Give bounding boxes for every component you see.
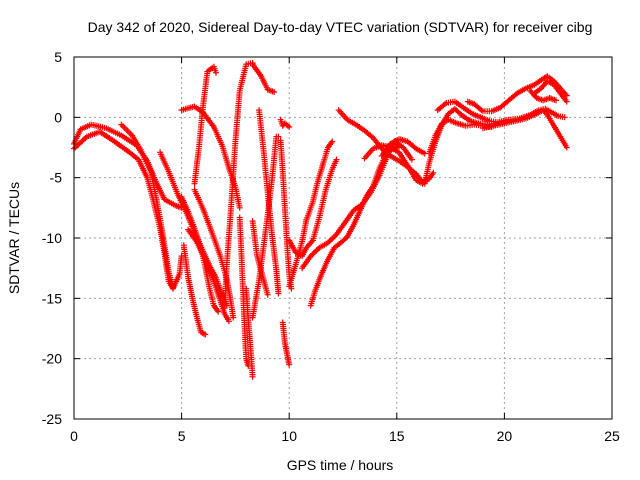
series-track-13 bbox=[249, 61, 278, 95]
data-markers bbox=[479, 107, 570, 151]
data-markers bbox=[256, 107, 282, 297]
chart-title: Day 342 of 2020, Sidereal Day-to-day VTE… bbox=[88, 19, 593, 35]
data-markers bbox=[180, 242, 209, 338]
data-markers bbox=[118, 121, 176, 291]
series-track-31 bbox=[479, 107, 570, 151]
series-track-6 bbox=[178, 103, 243, 211]
series-track-19 bbox=[277, 116, 293, 130]
x-tick-label: 0 bbox=[70, 428, 78, 444]
x-axis-label: GPS time / hours bbox=[287, 457, 394, 473]
y-tick-label: -20 bbox=[42, 351, 62, 367]
y-tick-label: 5 bbox=[54, 49, 62, 65]
data-markers bbox=[178, 103, 243, 211]
series-track-27 bbox=[378, 136, 428, 159]
series-track-22 bbox=[286, 156, 340, 260]
y-axis-label: SDTVAR / TECUs bbox=[6, 182, 22, 294]
data-markers bbox=[243, 285, 256, 380]
data-markers bbox=[221, 60, 256, 311]
y-tick-label: -25 bbox=[42, 411, 62, 427]
data-markers bbox=[286, 156, 340, 260]
series-track-21 bbox=[286, 138, 336, 290]
data-markers bbox=[527, 87, 559, 104]
data-markers bbox=[464, 73, 570, 115]
series-track-24 bbox=[307, 143, 402, 309]
series-track-32 bbox=[464, 73, 570, 115]
series-track-16 bbox=[249, 218, 271, 298]
grid-lines bbox=[74, 57, 612, 419]
x-tick-label: 5 bbox=[178, 428, 186, 444]
series-track-8 bbox=[185, 226, 232, 325]
data-points bbox=[71, 60, 570, 380]
series-track-3 bbox=[118, 121, 176, 291]
y-tick-label: -5 bbox=[50, 170, 63, 186]
data-markers bbox=[249, 133, 282, 321]
data-markers bbox=[279, 319, 293, 368]
series-track-10 bbox=[180, 242, 209, 338]
data-markers bbox=[378, 136, 428, 159]
series-track-17 bbox=[243, 285, 256, 380]
y-tick-label: -15 bbox=[42, 290, 62, 306]
data-markers bbox=[249, 218, 271, 298]
data-markers bbox=[286, 138, 336, 290]
axis-ticks: 0 5 10 15 20 25 -25 -20 -15 -10 -5 0 5 bbox=[42, 49, 620, 444]
data-markers bbox=[236, 214, 252, 369]
data-markers bbox=[249, 61, 278, 95]
data-markers bbox=[185, 226, 232, 325]
series-track-12 bbox=[236, 214, 252, 369]
data-markers bbox=[277, 116, 293, 130]
x-tick-label: 10 bbox=[281, 428, 297, 444]
series-track-15 bbox=[256, 107, 282, 297]
series-track-34 bbox=[527, 87, 559, 104]
series-track-11 bbox=[221, 60, 256, 311]
x-tick-label: 20 bbox=[497, 428, 513, 444]
x-tick-label: 25 bbox=[604, 428, 620, 444]
y-tick-label: 0 bbox=[54, 109, 62, 125]
x-tick-label: 15 bbox=[389, 428, 405, 444]
y-tick-label: -10 bbox=[42, 230, 62, 246]
series-track-29 bbox=[426, 116, 495, 157]
data-markers bbox=[426, 116, 495, 157]
series-track-14 bbox=[249, 133, 282, 321]
data-markers bbox=[307, 143, 402, 309]
series-track-18 bbox=[279, 319, 293, 368]
